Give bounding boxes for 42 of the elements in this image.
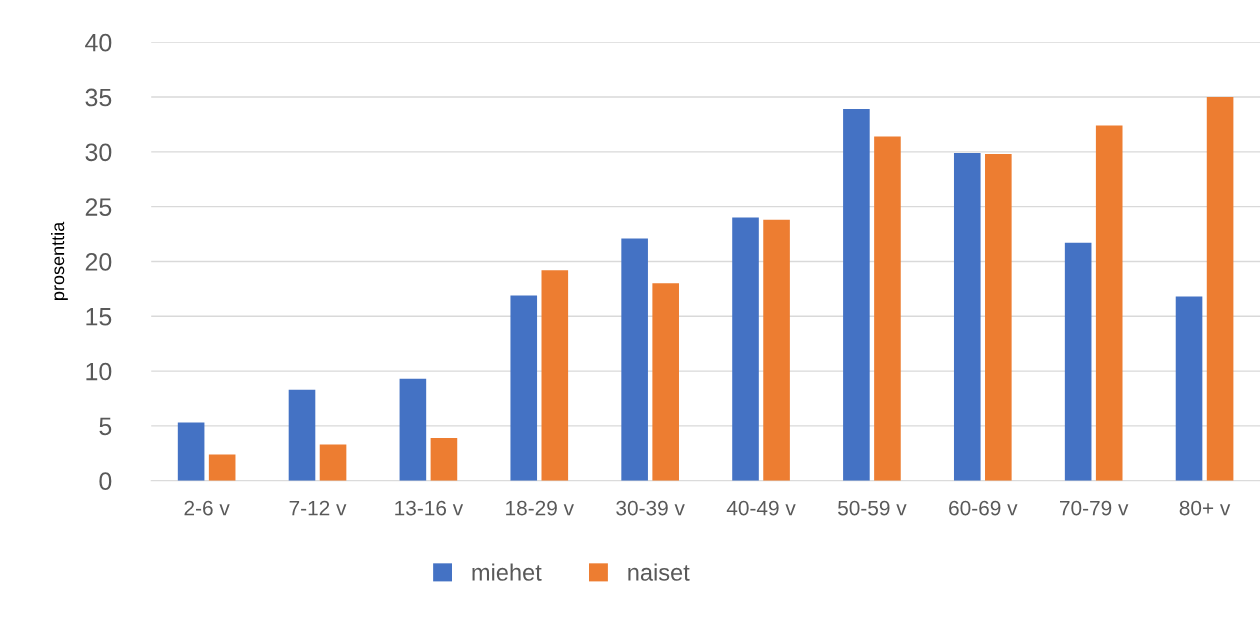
bar [732, 217, 759, 481]
y-tick-label: 30 [85, 143, 112, 162]
legend-label: naiset [628, 563, 690, 581]
x-tick-label: 13-16 v [395, 500, 464, 516]
y-tick-label: 10 [86, 362, 112, 381]
bar [541, 270, 569, 481]
bar [953, 152, 981, 481]
x-tick-label: 60-69 v [949, 500, 1018, 516]
bar [1095, 125, 1123, 481]
bar [1175, 296, 1203, 481]
bar [763, 219, 790, 481]
bar [399, 378, 427, 481]
y-tick-label: 5 [99, 417, 112, 436]
y-tick-label: 40 [85, 33, 112, 52]
bar [510, 295, 538, 481]
y-tick-label: 20 [85, 253, 112, 271]
bar [430, 437, 458, 481]
x-tick-label: 7-12 v [289, 500, 347, 516]
x-tick-label: 30-39 v [616, 500, 685, 516]
bar [874, 136, 901, 481]
bar [1064, 242, 1092, 481]
x-tick-label: 2-6 v [184, 500, 230, 516]
bar [1206, 97, 1234, 481]
bar [985, 154, 1012, 481]
x-tick-label: 18-29 v [506, 500, 574, 516]
bar [177, 422, 205, 481]
bar [652, 283, 679, 481]
legend-label: miehet [472, 563, 542, 581]
bar [288, 389, 316, 481]
x-tick-label: 80+ v [1179, 500, 1231, 516]
x-tick-label: 70-79 v [1060, 500, 1129, 516]
bar [319, 444, 347, 481]
y-tick-label: 25 [85, 198, 112, 216]
y-tick-label: 15 [86, 308, 112, 326]
y-tick-label: 35 [85, 88, 112, 107]
y-tick-label: 0 [99, 472, 112, 490]
x-tick-label: 50-59 v [838, 500, 907, 516]
y-axis-title: prosenttia [51, 221, 68, 300]
x-tick-label: 40-49 v [726, 500, 796, 516]
bar [621, 238, 648, 481]
bar [843, 109, 870, 481]
bar [208, 454, 236, 481]
